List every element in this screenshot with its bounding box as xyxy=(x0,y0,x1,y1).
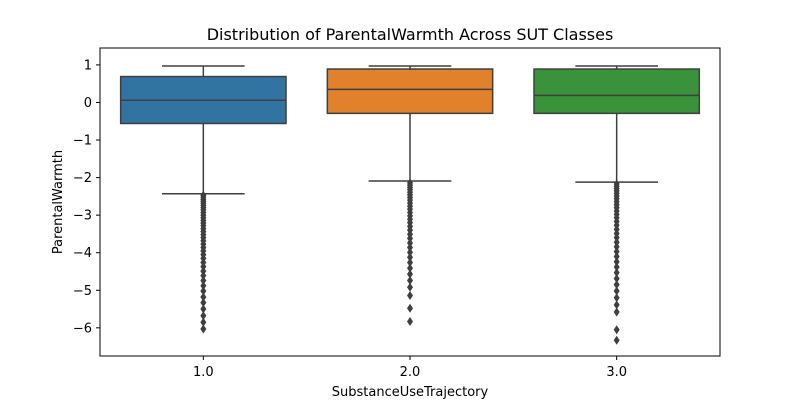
outlier-point xyxy=(407,238,413,248)
outlier-point xyxy=(200,262,207,272)
box-iqr xyxy=(326,68,494,115)
box-iqr xyxy=(533,68,701,115)
outlier-point xyxy=(407,252,413,262)
outlier-point xyxy=(613,325,620,335)
outlier-point xyxy=(200,271,207,281)
outlier-point xyxy=(407,282,413,292)
outlier-point xyxy=(407,263,413,273)
y-tick-label: 0 xyxy=(84,96,92,111)
outlier-point xyxy=(613,247,620,257)
x-tick-label: 1.0 xyxy=(193,365,214,380)
y-tick-label: −4 xyxy=(73,246,92,261)
outlier-point xyxy=(407,291,413,301)
outlier-point xyxy=(407,316,413,326)
outlier-point xyxy=(613,280,620,290)
x-axis: 1.0 2.0 3.0 xyxy=(193,356,627,380)
outlier-point xyxy=(613,233,620,243)
outlier-point xyxy=(613,300,620,310)
box-group-2.0 xyxy=(326,65,494,326)
outlier-point xyxy=(200,311,207,321)
outlier-point xyxy=(613,268,620,278)
outlier-point xyxy=(200,324,207,334)
outlier-point xyxy=(407,242,413,252)
outlier-point xyxy=(407,269,413,279)
x-axis-label: SubstanceUseTrajectory xyxy=(332,385,489,400)
y-axis: 1 0 −1 −2 −3 −4 −5 −6 xyxy=(73,58,100,336)
outlier-point xyxy=(407,303,413,313)
y-tick-label: −5 xyxy=(73,284,92,299)
outlier-point xyxy=(200,281,207,291)
outlier-point xyxy=(407,257,413,267)
outlier-point xyxy=(613,257,620,267)
outlier-point xyxy=(407,247,413,257)
y-tick-label: −2 xyxy=(73,171,92,186)
outlier-point xyxy=(200,286,207,296)
y-tick-label: −3 xyxy=(73,209,92,224)
y-tick-label: −6 xyxy=(73,321,92,336)
outlier-point xyxy=(613,251,620,261)
outlier-point xyxy=(407,233,413,243)
outlier-point xyxy=(613,335,620,345)
outlier-point xyxy=(613,242,620,252)
outlier-point xyxy=(407,276,413,286)
outlier-point xyxy=(613,307,620,317)
outlier-point xyxy=(200,276,207,286)
x-tick-label: 3.0 xyxy=(606,365,627,380)
box-group-1.0 xyxy=(119,65,287,334)
y-tick-label: −1 xyxy=(73,134,92,149)
chart-title: Distribution of ParentalWarmth Across SU… xyxy=(207,25,614,44)
outlier-point xyxy=(613,237,620,247)
y-axis-label: ParentalWarmth xyxy=(51,150,66,254)
outlier-point xyxy=(613,262,620,272)
outlier-point xyxy=(200,292,207,302)
outlier-point xyxy=(613,274,620,284)
outlier-point xyxy=(200,317,207,327)
y-tick-label: 1 xyxy=(84,58,92,73)
box-group-3.0 xyxy=(533,65,701,345)
outlier-point xyxy=(200,304,207,314)
plot-area xyxy=(119,65,701,345)
outlier-point xyxy=(200,266,207,276)
x-tick-label: 2.0 xyxy=(400,365,421,380)
outlier-point xyxy=(613,286,620,296)
outlier-point xyxy=(613,293,620,303)
outlier-point xyxy=(200,298,207,308)
